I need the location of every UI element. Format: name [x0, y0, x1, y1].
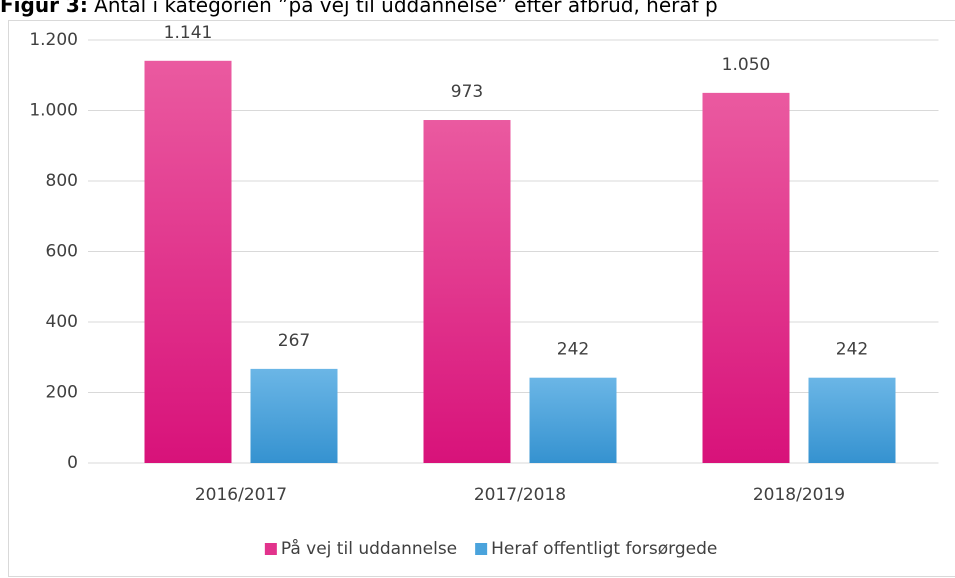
y-tick-label: 800: [46, 171, 78, 191]
data-label: 242: [557, 340, 589, 360]
data-label: 267: [278, 331, 310, 351]
bar: [808, 377, 896, 463]
y-tick-label: 1.200: [29, 30, 78, 50]
legend-label: Heraf offentligt forsørgede: [491, 539, 717, 559]
bar: [423, 120, 511, 463]
y-tick-label: 200: [46, 383, 78, 403]
title-prefix: Figur 3:: [0, 0, 88, 17]
y-tick-label: 400: [46, 312, 78, 332]
data-label: 973: [451, 82, 483, 102]
x-tick-label: 2017/2018: [474, 485, 566, 505]
x-tick-label: 2016/2017: [195, 485, 287, 505]
x-tick-label: 2018/2019: [753, 485, 845, 505]
bar: [250, 368, 338, 463]
legend-swatch: [475, 543, 488, 555]
legend-label: På vej til uddannelse: [281, 538, 457, 559]
y-tick-label: 600: [46, 242, 78, 262]
bar: [144, 60, 232, 464]
y-tick-label: 0: [67, 453, 78, 473]
data-label: 1.141: [164, 23, 213, 43]
title-text: Antal i kategorien ”på vej til uddannels…: [94, 0, 718, 17]
data-label: 1.050: [722, 55, 771, 75]
y-tick-label: 1.000: [29, 101, 78, 121]
legend-swatch: [264, 543, 277, 555]
chart-frame: [8, 20, 955, 577]
bar: [529, 377, 617, 463]
chart-title: Figur 3: Antal i kategorien ”på vej til …: [0, 0, 718, 17]
data-label: 242: [836, 340, 868, 360]
bar: [702, 92, 790, 463]
